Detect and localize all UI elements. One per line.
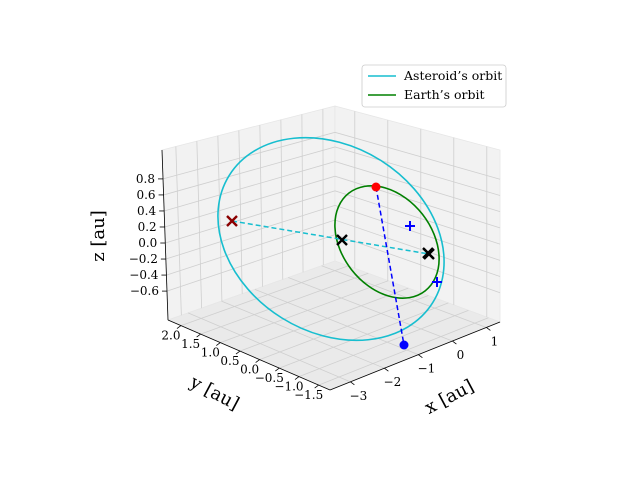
y-gridline-wall xyxy=(259,125,263,287)
y-gridline-floor xyxy=(239,287,409,352)
y-tick-mark xyxy=(196,333,201,338)
y-tick-mark xyxy=(275,367,280,372)
x-gridline-floor xyxy=(187,312,351,383)
y-tick-mark xyxy=(235,350,241,355)
x-tick-label: −3 xyxy=(350,389,368,403)
y-tick-label: 0.5 xyxy=(220,354,239,368)
z-tick-label: 0.2 xyxy=(138,220,157,234)
asteroid-orbit-line xyxy=(217,136,445,342)
z-tick-label: 0.4 xyxy=(137,204,156,218)
line-of-apsides xyxy=(375,186,405,346)
y-gridline-floor xyxy=(200,272,369,335)
z-tick-label: −0.2 xyxy=(129,252,158,266)
y-tick-mark xyxy=(294,376,300,380)
x-gridline-floor xyxy=(221,300,385,369)
z-tick-label: −0.4 xyxy=(129,268,159,282)
x-gridline-floor xyxy=(321,265,487,328)
y-gridline-floor xyxy=(279,302,449,369)
y-tick-label: 0.0 xyxy=(240,363,259,377)
earth-point-1-marker xyxy=(405,221,415,231)
y-tick-label: 1.5 xyxy=(181,337,200,351)
y-tick-mark xyxy=(216,342,221,346)
legend-label-asteroid: Asteroid’s orbit xyxy=(403,68,502,83)
asteroid-perihelion-marker xyxy=(371,182,381,192)
y-tick-label: −0.5 xyxy=(255,371,284,385)
data-layer xyxy=(217,136,445,350)
z-tick-label: 0.0 xyxy=(138,236,157,250)
asteroid-node-3-marker xyxy=(226,215,238,227)
x-tick-mark xyxy=(350,381,355,386)
axes xyxy=(158,149,501,391)
z-gridline xyxy=(164,175,501,229)
x-tick-label: −1 xyxy=(418,362,436,376)
earth-orbit-line xyxy=(334,185,440,299)
y-axis-line xyxy=(167,319,331,391)
z-tick-label: −0.6 xyxy=(130,284,159,298)
x-tick-mark xyxy=(418,354,423,358)
x-tick-label: −2 xyxy=(384,375,402,389)
x-axis-line xyxy=(329,321,501,391)
y-tick-label: 1.0 xyxy=(201,346,220,360)
z-gridline xyxy=(162,131,501,180)
y-gridline-wall xyxy=(238,130,243,294)
x-tick-mark xyxy=(452,340,457,345)
z-axis-label: z [au] xyxy=(88,210,109,262)
y-gridline-floor xyxy=(180,265,349,326)
legend-box xyxy=(361,64,507,108)
y-tick-mark xyxy=(255,359,260,363)
y-gridline-floor xyxy=(298,309,469,377)
line-of-nodes xyxy=(231,220,430,255)
earth-point-2-marker xyxy=(432,277,442,287)
y-tick-label: −1.5 xyxy=(294,388,323,402)
legend-label-earth: Earth’s orbit xyxy=(404,87,485,102)
y-tick-mark xyxy=(176,325,182,329)
y-gridline-wall xyxy=(280,119,284,280)
x-tick-mark xyxy=(384,367,389,372)
y-gridline-floor xyxy=(318,317,489,386)
z-tick-label: 0.8 xyxy=(136,172,155,186)
x-gridline-floor xyxy=(254,288,419,356)
tick-labels: −3−2−1012.01.51.00.50.0−0.5−1.0−1.5−0.6−… xyxy=(129,172,499,403)
y-gridline-wall xyxy=(217,135,223,301)
x-tick-label: 1 xyxy=(491,334,499,348)
y-gridline-floor xyxy=(220,280,389,343)
z-tick-label: 0.6 xyxy=(136,188,155,202)
x-gridline-floor xyxy=(288,277,453,342)
z-gridline xyxy=(163,146,501,196)
y-gridline-wall xyxy=(196,141,203,309)
asteroid-aphelion-marker xyxy=(399,340,409,350)
x-tick-label: 0 xyxy=(457,348,465,362)
y-tick-label: −1.0 xyxy=(274,380,303,394)
asteroid-node-1-marker xyxy=(336,234,348,246)
y-axis-label: y [au] xyxy=(186,371,243,415)
y-tick-label: 2.0 xyxy=(161,329,180,343)
sun-point-marker xyxy=(422,247,434,259)
y-gridline-wall xyxy=(175,146,182,316)
legend: Asteroid’s orbit Earth’s orbit xyxy=(361,64,507,108)
x-tick-mark xyxy=(486,327,491,331)
y-tick-mark xyxy=(314,384,319,389)
x-axis-label: x [au] xyxy=(421,376,477,419)
y-gridline-wall xyxy=(301,114,304,273)
z-axis-line xyxy=(161,149,169,321)
y-gridline-floor xyxy=(259,295,429,360)
z-gridline xyxy=(165,190,501,245)
